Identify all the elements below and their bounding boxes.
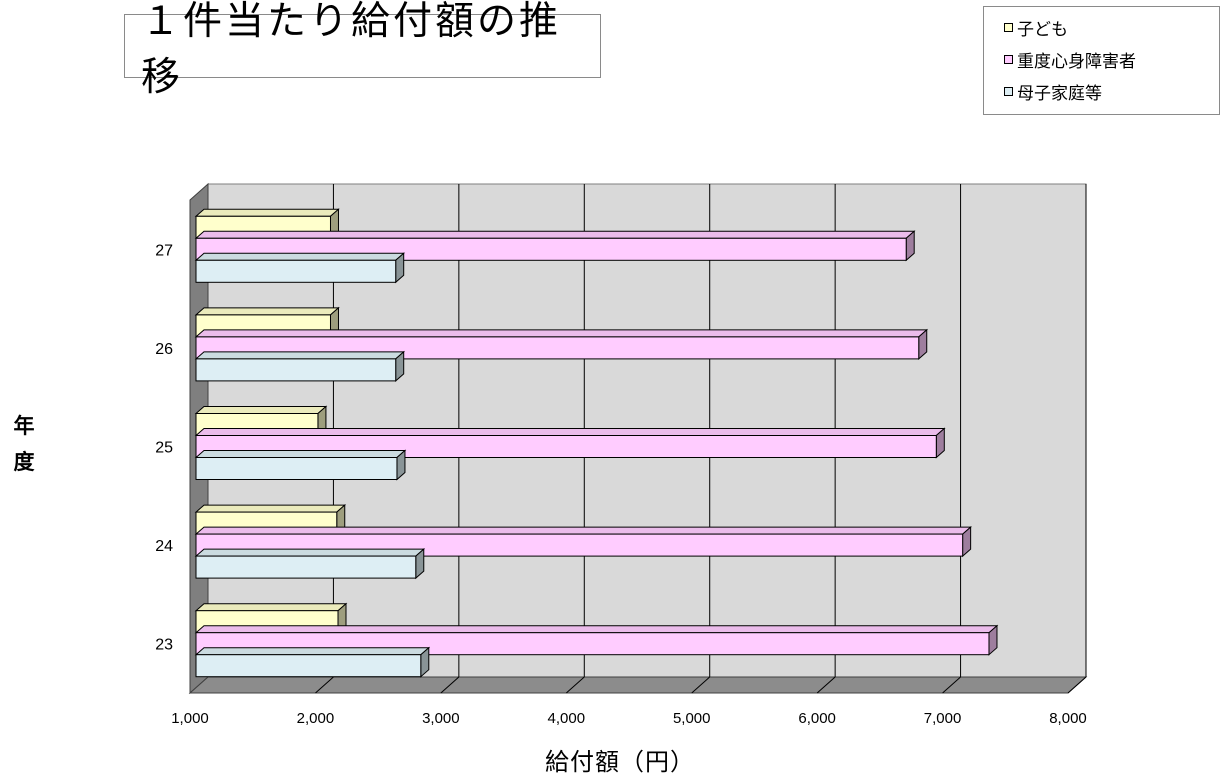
x-tick-label: 8,000	[1049, 710, 1087, 727]
x-axis-label: 給付額（円）	[545, 748, 695, 776]
bar	[195, 654, 422, 678]
bar	[195, 457, 398, 480]
floor-gridline	[440, 676, 460, 694]
floor-gridline	[1067, 676, 1087, 694]
legend: 子ども 重度心身障害者 母子家庭等	[983, 6, 1220, 115]
bar-top	[194, 647, 431, 656]
floor-gridline	[691, 676, 711, 694]
bar	[195, 259, 397, 283]
bar-top	[194, 504, 347, 513]
floor-gridline	[315, 676, 334, 694]
bar-top	[194, 329, 929, 338]
x-tick-label: 5,000	[673, 710, 711, 727]
legend-swatch-kodomo	[1004, 22, 1013, 32]
y-tick-label: 23	[155, 637, 173, 654]
bar-top	[194, 625, 999, 634]
floor-gridline	[816, 676, 836, 694]
y-axis-label: 年度	[13, 414, 35, 474]
legend-swatch-boshi	[1004, 86, 1013, 96]
bar	[195, 358, 397, 382]
legend-item-kodomo: 子ども	[1004, 11, 1219, 43]
bar-top	[194, 603, 348, 612]
x-tick-label: 7,000	[924, 710, 962, 727]
y-tick-label: 25	[155, 440, 173, 457]
floor-gridline	[565, 676, 585, 694]
bar-top	[194, 548, 426, 557]
bar-top	[194, 428, 946, 436]
y-tick-label: 26	[155, 341, 173, 358]
bar-top	[194, 351, 406, 360]
x-tick-label: 4,000	[548, 710, 586, 727]
x-tick-label: 3,000	[422, 710, 460, 727]
floor-gridline	[942, 676, 961, 694]
bar-top	[194, 230, 916, 239]
legend-swatch-juudo	[1004, 54, 1013, 64]
y-tick-label: 24	[155, 538, 173, 555]
x-tick-label: 6,000	[798, 710, 836, 727]
bar-top	[194, 208, 340, 217]
legend-label-boshi: 母子家庭等	[1017, 83, 1102, 104]
legend-item-boshi: 母子家庭等	[1004, 75, 1219, 107]
bar	[195, 555, 417, 579]
legend-label-kodomo: 子ども	[1017, 19, 1068, 40]
bar-top	[194, 450, 407, 458]
x-tick-label: 1,000	[171, 710, 209, 727]
y-tick-label: 27	[155, 242, 173, 259]
bar-top	[194, 252, 406, 261]
bar-top	[194, 307, 340, 316]
x-tick-label: 2,000	[297, 710, 335, 727]
legend-item-juudo: 重度心身障害者	[1004, 43, 1219, 75]
legend-label-juudo: 重度心身障害者	[1017, 51, 1136, 72]
bar-top	[194, 406, 328, 414]
bar-top	[194, 526, 972, 535]
